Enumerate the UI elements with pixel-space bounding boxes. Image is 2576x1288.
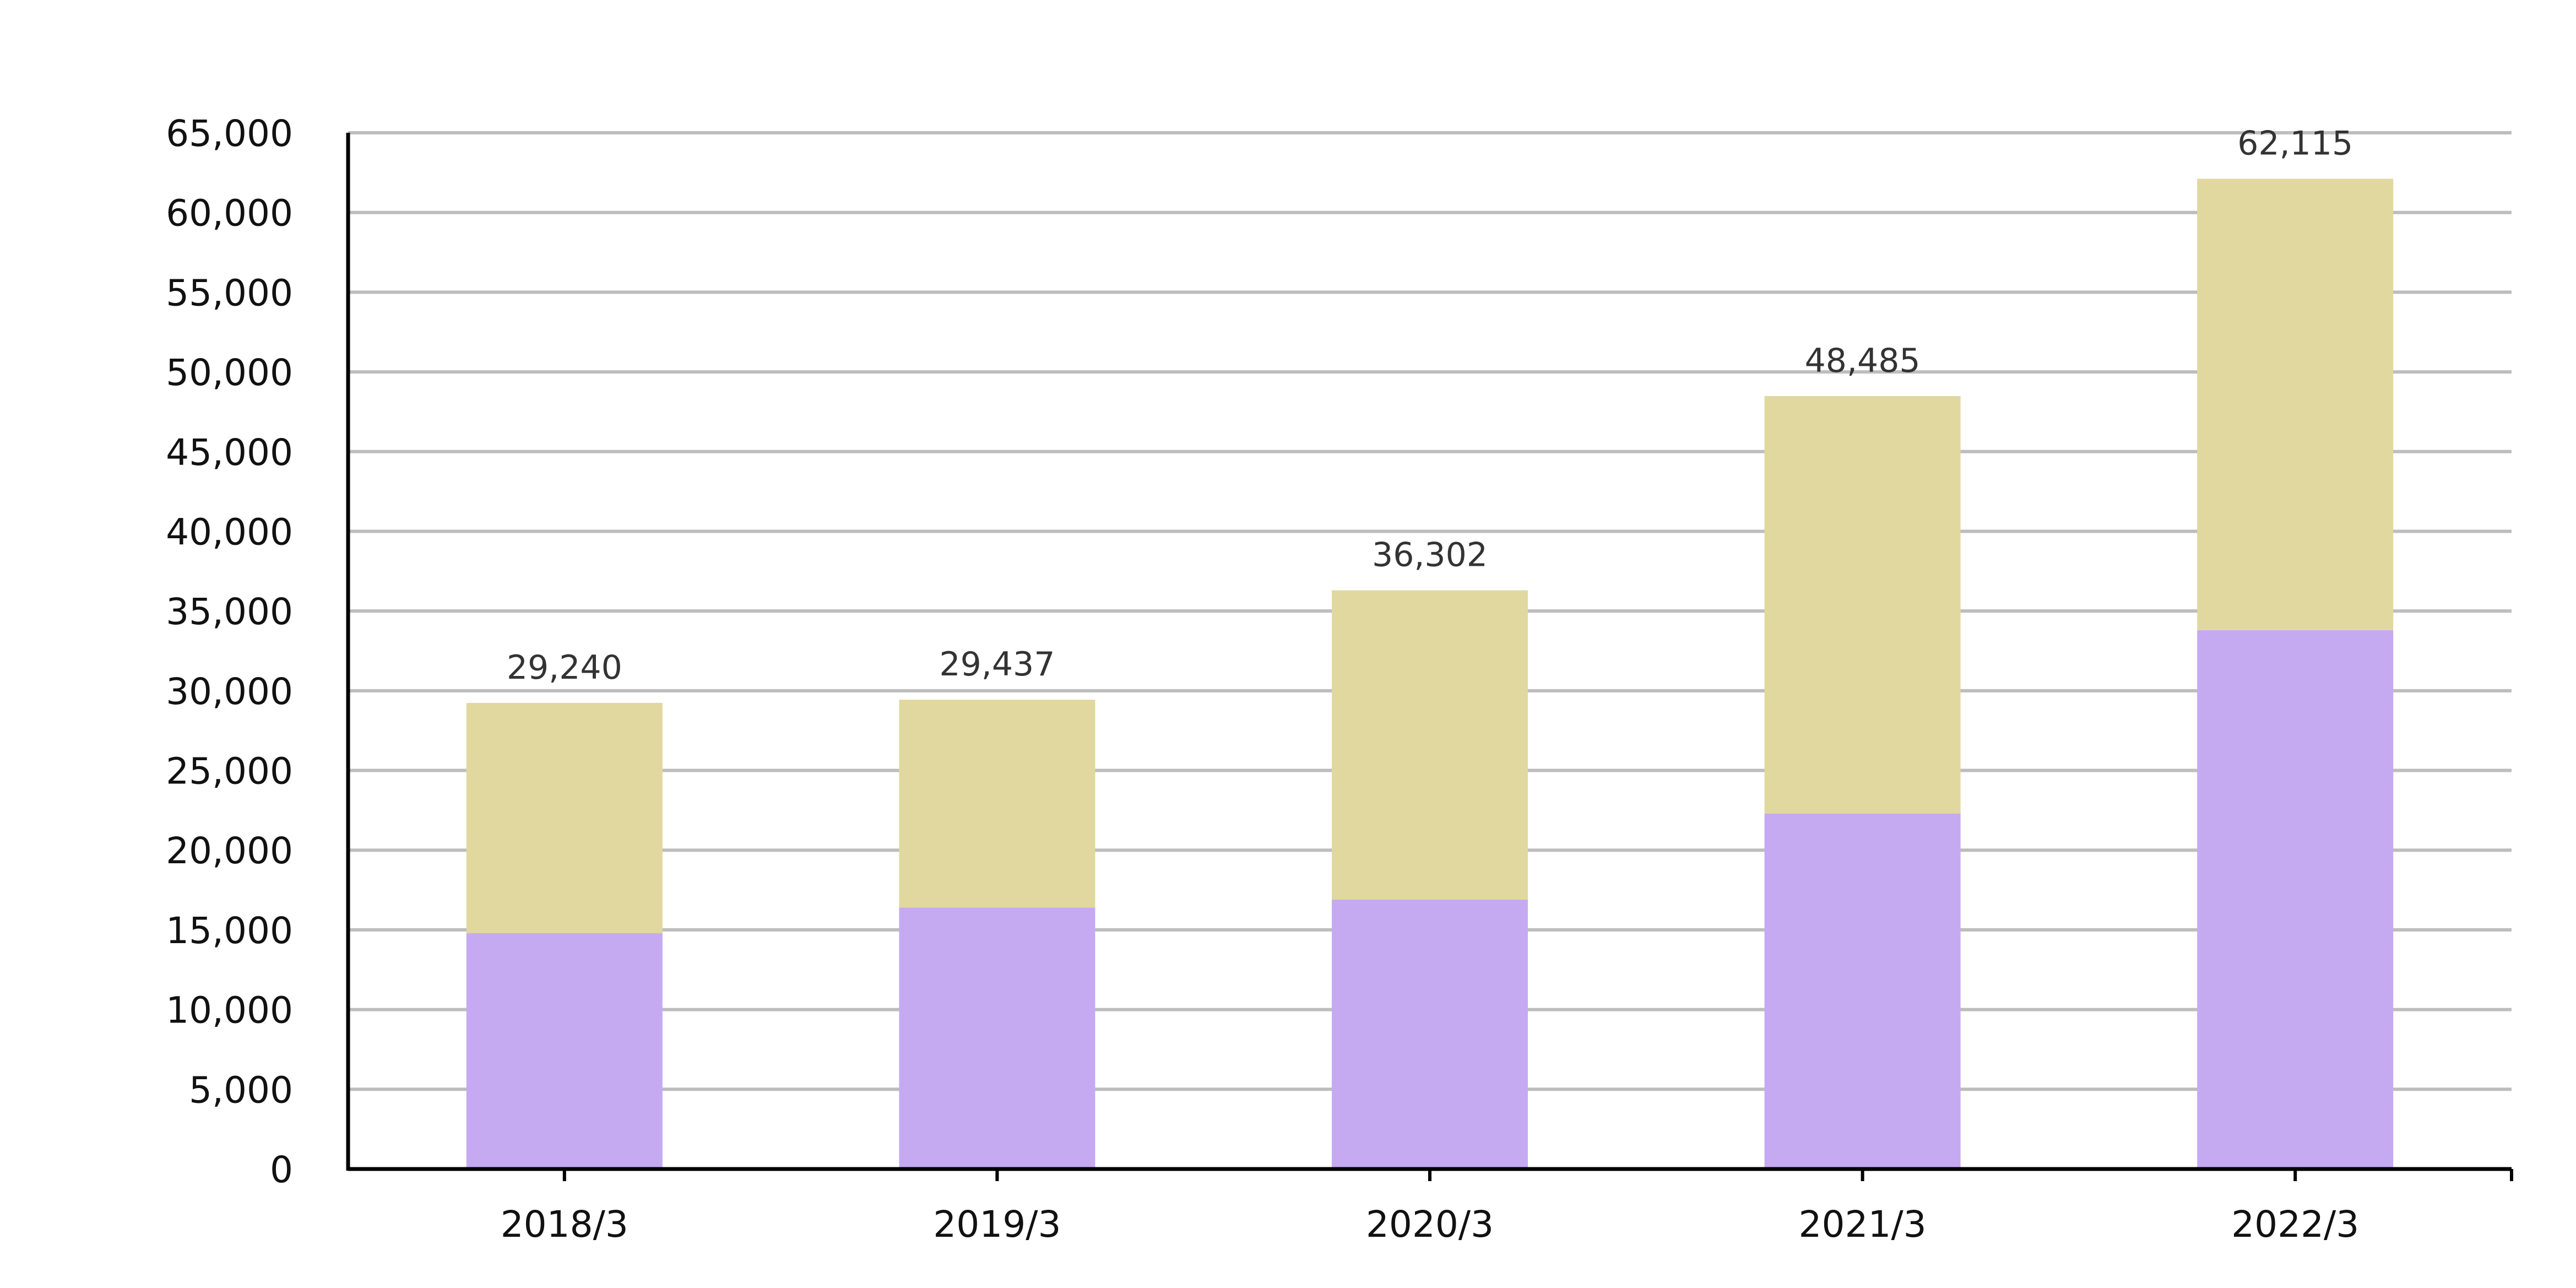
bar-segment-lower <box>1332 899 1528 1169</box>
x-axis-ticks: 2018/3 2019/3 2020/3 2021/3 2022/3 <box>501 1169 2359 1246</box>
bar-total-label: 48,485 <box>1805 342 1921 380</box>
y-tick-label: 45,000 <box>166 431 293 474</box>
bar-segment-upper <box>466 702 663 933</box>
y-tick-label: 60,000 <box>166 192 293 235</box>
y-tick-label: 20,000 <box>166 830 293 872</box>
bar-total-label: 36,302 <box>1372 535 1488 574</box>
bar-segment-lower <box>1764 813 1961 1169</box>
y-tick-label: 10,000 <box>166 989 293 1032</box>
x-tick-label: 2022/3 <box>2231 1203 2359 1246</box>
y-tick-label: 25,000 <box>166 750 293 793</box>
y-tick-label: 35,000 <box>166 591 293 633</box>
y-tick-label: 65,000 <box>166 112 293 155</box>
bar-segment-upper <box>1332 590 1528 900</box>
bar-total-label: 29,240 <box>507 648 622 687</box>
x-tick-label: 2021/3 <box>1798 1203 1926 1246</box>
bar-segment-lower <box>2197 630 2394 1169</box>
bar-segment-upper <box>2197 178 2394 630</box>
bar-segment-lower <box>466 933 663 1169</box>
y-tick-label: 40,000 <box>166 511 293 553</box>
bar-total-label: 29,437 <box>939 645 1055 684</box>
y-axis-ticks: 0 5,000 10,000 15,000 20,000 25,000 30,000 35,0… <box>166 112 293 1191</box>
y-tick-label: 50,000 <box>166 351 293 394</box>
bar-total-label: 62,115 <box>2237 124 2353 163</box>
data-labels: 29,240 29,437 36,302 48,485 62,115 <box>507 124 2353 686</box>
bar-segment-upper <box>899 700 1096 908</box>
y-tick-label: 5,000 <box>189 1069 293 1111</box>
bar-segment-upper <box>1764 396 1961 814</box>
bars <box>466 178 2394 1169</box>
x-tick-label: 2019/3 <box>933 1203 1061 1246</box>
y-tick-label: 30,000 <box>166 670 293 713</box>
x-tick-label: 2018/3 <box>501 1203 628 1246</box>
y-tick-label: 0 <box>270 1149 293 1191</box>
bar-segment-lower <box>899 907 1096 1169</box>
x-tick-label: 2020/3 <box>1366 1203 1494 1246</box>
y-tick-label: 15,000 <box>166 910 293 952</box>
y-tick-label: 55,000 <box>166 272 293 314</box>
